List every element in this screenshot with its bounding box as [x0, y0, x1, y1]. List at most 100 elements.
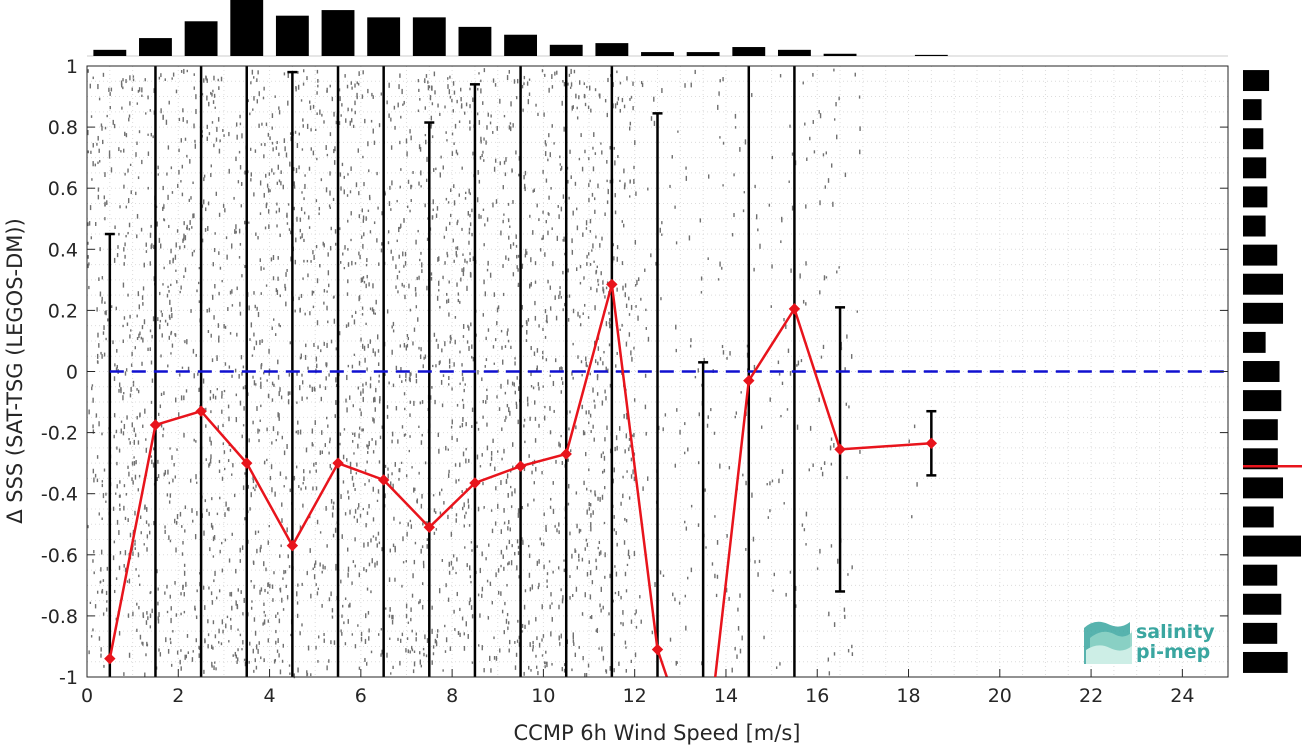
scatter-point — [674, 205, 676, 209]
scatter-point — [257, 70, 259, 75]
scatter-point — [116, 348, 118, 353]
x-tick-label: 12 — [623, 685, 647, 707]
scatter-point — [136, 314, 138, 318]
scatter-point — [102, 72, 105, 77]
scatter-point — [728, 596, 730, 601]
scatter-point — [502, 359, 504, 365]
scatter-point — [208, 307, 211, 313]
scatter-point — [419, 599, 421, 604]
scatter-point — [184, 267, 187, 273]
scatter-point — [157, 601, 159, 606]
scatter-point — [561, 377, 563, 381]
scatter-point — [459, 607, 461, 612]
scatter-point — [745, 547, 747, 551]
scatter-point — [97, 187, 100, 192]
scatter-point — [269, 583, 271, 589]
scatter-point — [471, 614, 474, 619]
scatter-point — [275, 640, 277, 645]
scatter-point — [240, 183, 243, 186]
scatter-point — [558, 294, 560, 300]
scatter-point — [624, 449, 626, 454]
scatter-point — [315, 645, 317, 650]
scatter-point — [389, 548, 391, 553]
scatter-point — [140, 336, 143, 340]
scatter-point — [351, 108, 353, 112]
scatter-point — [843, 607, 846, 612]
scatter-point — [406, 151, 408, 157]
scatter-point — [239, 559, 241, 563]
scatter-point — [142, 424, 144, 428]
scatter-point — [511, 491, 513, 497]
scatter-point — [143, 543, 145, 546]
scatter-point — [560, 434, 562, 438]
scatter-point — [328, 451, 330, 455]
scatter-point — [430, 277, 433, 281]
right-hist-bar — [1243, 331, 1266, 353]
scatter-point — [594, 404, 596, 409]
scatter-point — [252, 108, 254, 111]
scatter-point — [557, 205, 559, 208]
scatter-point — [430, 115, 433, 121]
scatter-point — [252, 475, 254, 481]
scatter-point — [433, 508, 436, 513]
scatter-point — [391, 620, 394, 625]
scatter-point — [260, 364, 262, 370]
scatter-point — [581, 373, 583, 377]
scatter-point — [179, 290, 181, 294]
mean-marker — [104, 652, 116, 665]
scatter-point — [547, 230, 549, 236]
scatter-point — [780, 216, 783, 220]
scatter-point — [481, 377, 483, 382]
scatter-point — [274, 491, 276, 497]
scatter-point — [508, 235, 510, 240]
scatter-point — [287, 554, 289, 559]
scatter-point — [356, 518, 359, 523]
scatter-point — [469, 104, 471, 109]
scatter-point — [186, 634, 189, 638]
scatter-point — [280, 170, 282, 174]
scatter-point — [164, 529, 166, 534]
top-hist-bar — [139, 38, 172, 56]
scatter-point — [468, 240, 470, 245]
scatter-point — [324, 565, 326, 570]
scatter-point — [238, 374, 240, 379]
scatter-point — [542, 327, 544, 331]
scatter-point — [223, 389, 226, 393]
scatter-point — [819, 548, 821, 554]
scatter-point — [393, 516, 395, 521]
scatter-point — [375, 299, 377, 305]
scatter-point — [350, 166, 352, 171]
scatter-point — [432, 494, 435, 497]
scatter-point — [491, 528, 494, 534]
scatter-point — [300, 353, 302, 359]
scatter-point — [487, 112, 489, 117]
scatter-point — [446, 254, 449, 258]
scatter-point — [217, 425, 219, 430]
scatter-point — [625, 412, 628, 416]
scatter-point — [121, 106, 123, 110]
scatter-point — [400, 223, 402, 228]
scatter-point — [301, 380, 304, 385]
scatter-point — [261, 339, 263, 343]
scatter-point — [598, 551, 601, 556]
scatter-point — [830, 163, 833, 168]
scatter-point — [512, 123, 514, 128]
scatter-point — [460, 97, 462, 102]
scatter-point — [87, 255, 89, 259]
scatter-point — [166, 293, 169, 298]
scatter-point — [399, 226, 401, 230]
scatter-point — [480, 136, 482, 142]
scatter-point — [551, 227, 553, 231]
scatter-point — [144, 78, 146, 82]
scatter-point — [415, 239, 417, 245]
scatter-point — [362, 276, 365, 279]
scatter-point — [510, 101, 512, 107]
scatter-point — [139, 515, 142, 519]
scatter-point — [542, 235, 544, 240]
scatter-point — [302, 277, 304, 280]
scatter-point — [549, 430, 552, 435]
scatter-point — [461, 268, 463, 272]
scatter-point — [816, 567, 819, 570]
scatter-point — [132, 75, 135, 78]
scatter-point — [134, 540, 136, 543]
